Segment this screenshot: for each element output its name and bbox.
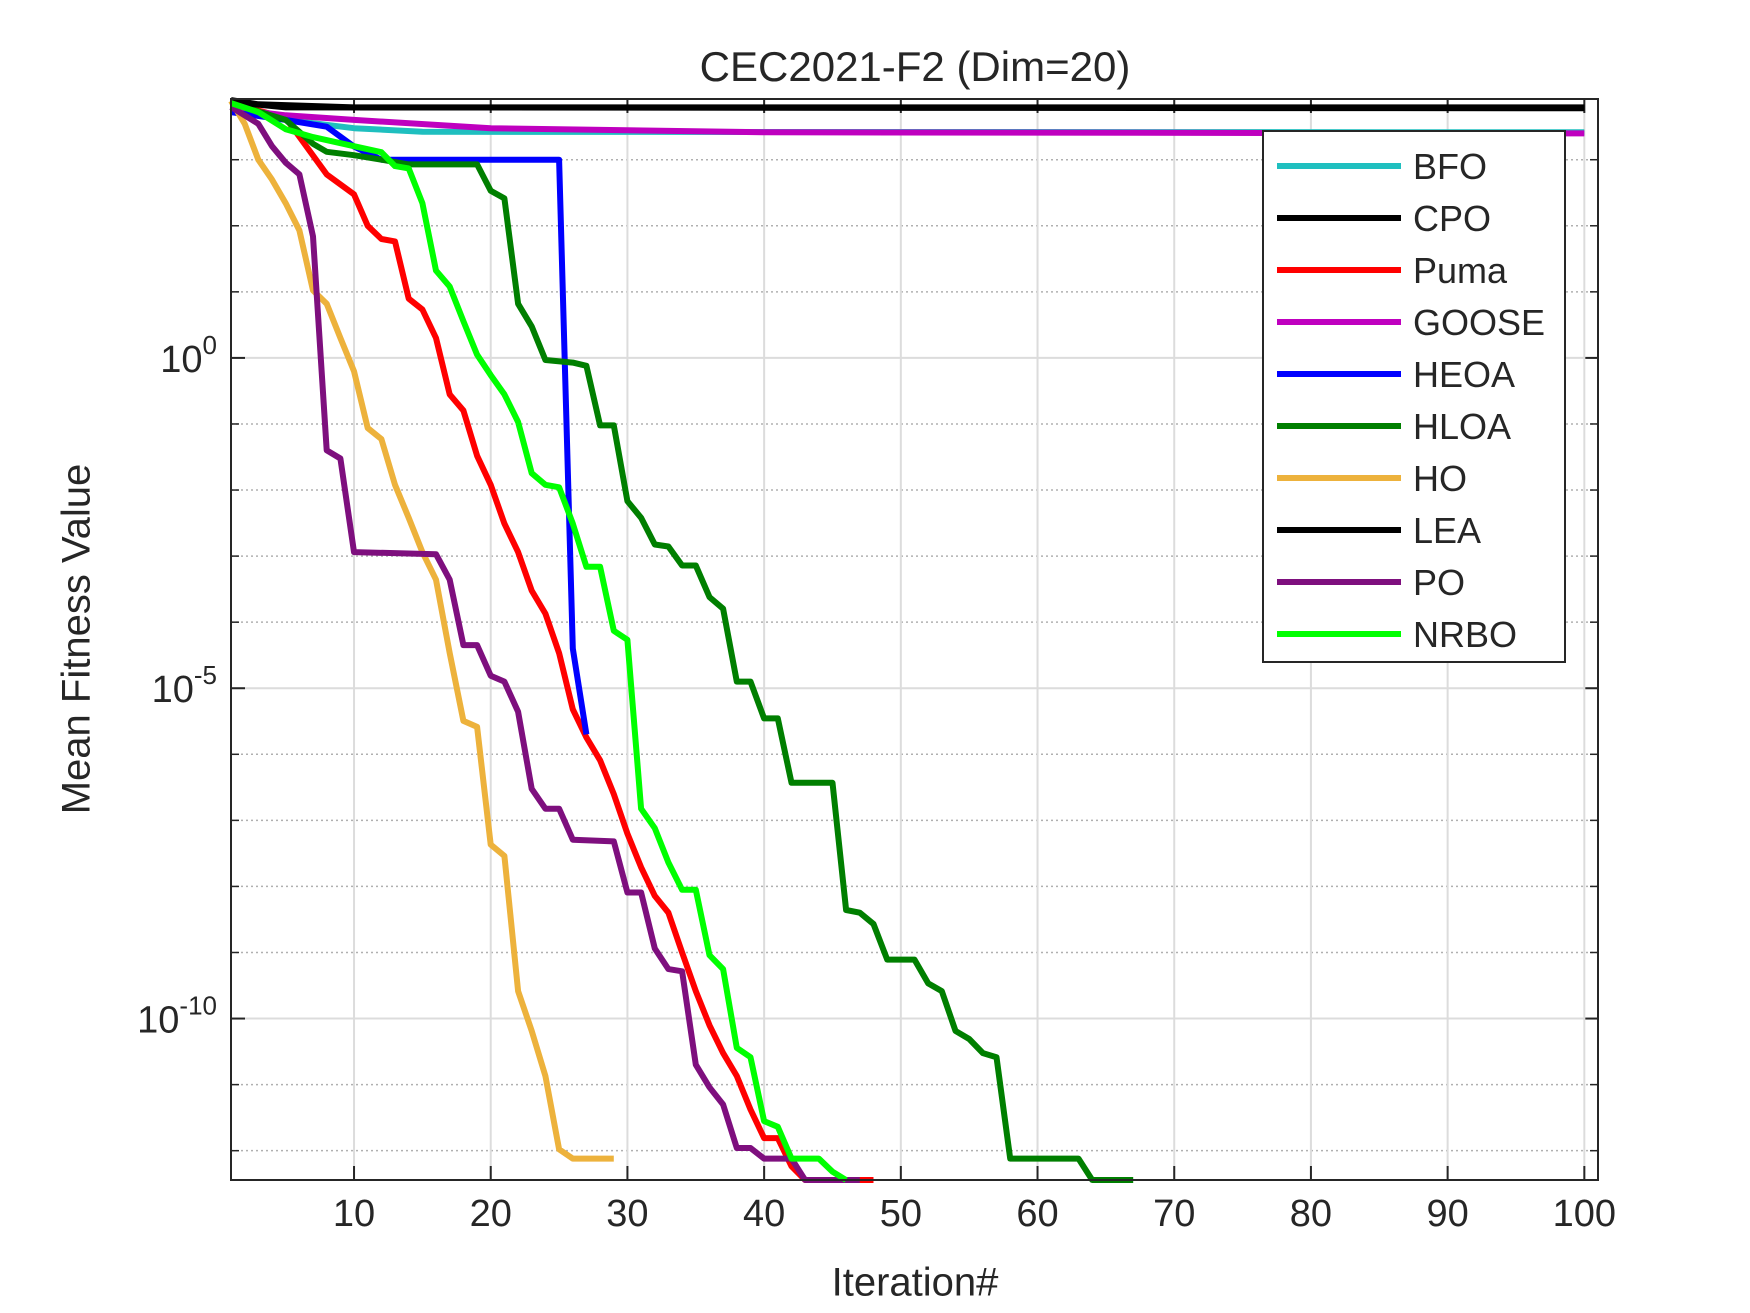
- legend-label: Puma: [1413, 250, 1508, 291]
- series-line: [230, 98, 1585, 112]
- x-tick-label: 20: [470, 1193, 512, 1235]
- legend-label: NRBO: [1413, 614, 1517, 655]
- series-line: [230, 100, 874, 1183]
- y-tick-label: 10-10: [137, 991, 217, 1042]
- legend-label: HLOA: [1413, 406, 1511, 447]
- x-axis-label: Iteration#: [832, 1261, 1000, 1305]
- x-tick-label: 80: [1290, 1193, 1332, 1235]
- x-tick-label: 100: [1553, 1193, 1616, 1235]
- x-tick-label: 30: [606, 1193, 648, 1235]
- y-tick-label: 10-5: [152, 660, 217, 711]
- legend-label: BFO: [1413, 146, 1487, 187]
- series-line: [229, 104, 860, 1183]
- legend-label: GOOSE: [1413, 302, 1545, 343]
- series-line: [230, 100, 848, 1183]
- series-line: [228, 99, 614, 1162]
- legend-label: HEOA: [1413, 354, 1515, 395]
- x-tick-label: 10: [333, 1193, 375, 1235]
- x-tick-label: 50: [880, 1193, 922, 1235]
- x-tick-label: 90: [1426, 1193, 1468, 1235]
- x-tick-label: 40: [743, 1193, 785, 1235]
- legend-label: LEA: [1413, 510, 1481, 551]
- legend-label: PO: [1413, 562, 1465, 603]
- y-axis-label: Mean Fitness Value: [55, 464, 99, 815]
- legend-label: HO: [1413, 458, 1467, 499]
- axes-box: [230, 98, 1599, 1181]
- y-tick-label: 100: [160, 330, 217, 381]
- x-tick-label: 60: [1016, 1193, 1058, 1235]
- chart-title: CEC2021-F2 (Dim=20): [700, 43, 1131, 90]
- legend-label: CPO: [1413, 198, 1491, 239]
- series-line: [230, 100, 1134, 1183]
- x-tick-label: 70: [1153, 1193, 1195, 1235]
- series-line: [230, 109, 590, 735]
